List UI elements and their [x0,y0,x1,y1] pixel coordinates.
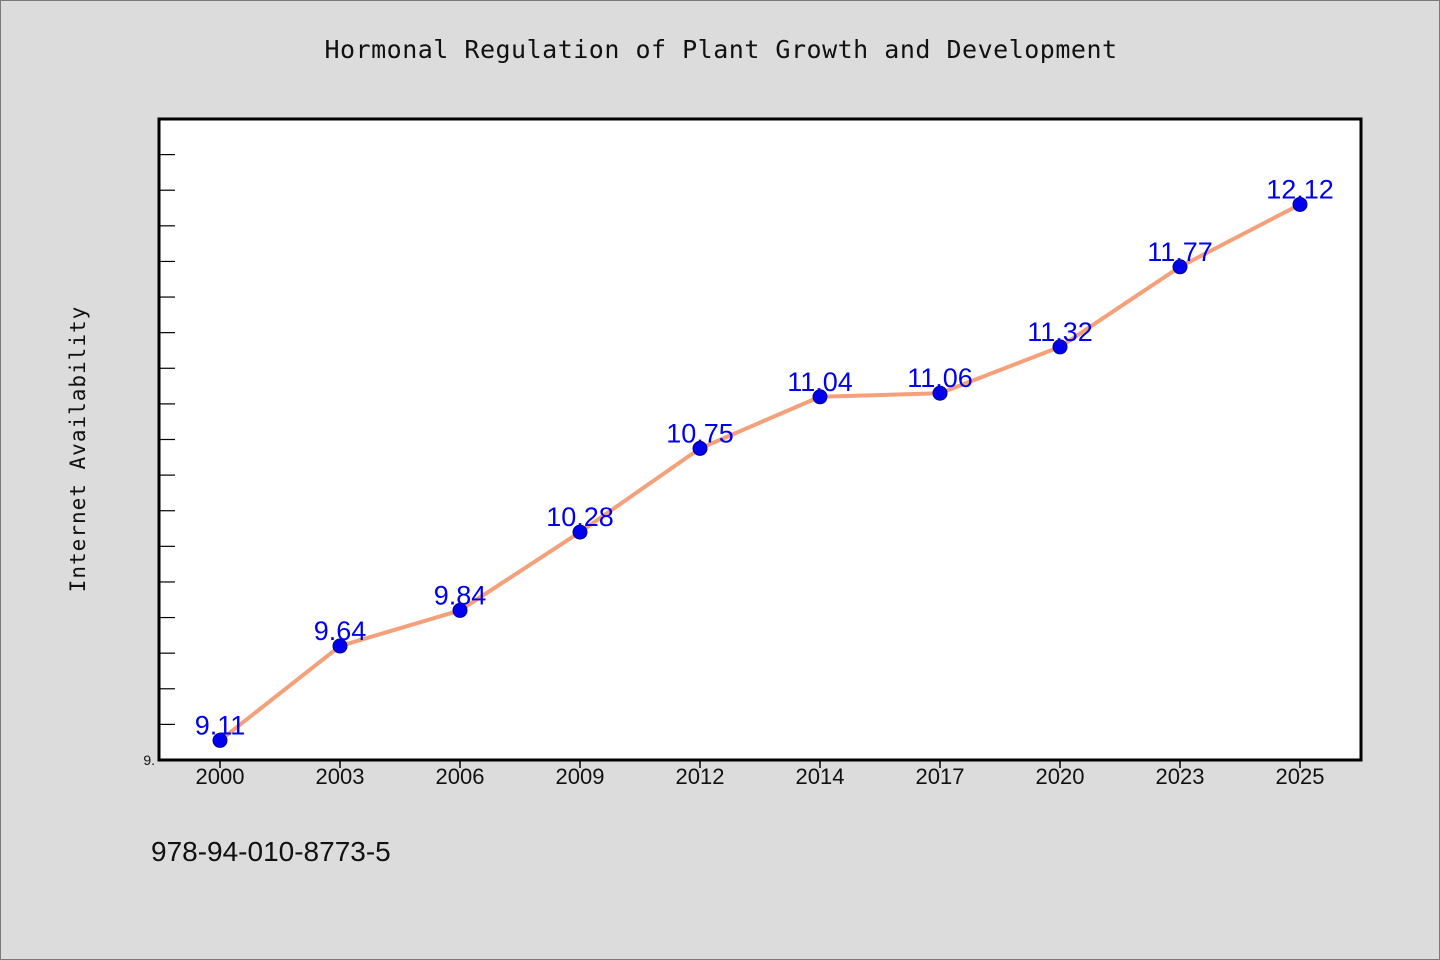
x-axis-ticks: 2000 2003 2006 2009 2012 2014 2017 2020 2023 2025 [196,760,1325,789]
x-tick-label: 2000 [196,764,245,789]
data-label: 12.12 [1266,174,1334,204]
data-label: 9.84 [434,580,487,610]
x-tick-label: 2009 [556,764,605,789]
x-tick-label: 2023 [1156,764,1205,789]
data-label: 10.28 [546,502,614,532]
x-tick-label: 2017 [916,764,965,789]
data-point [1292,196,1308,212]
x-tick-label: 2014 [796,764,845,789]
data-label: 11.77 [1147,237,1213,267]
series-group [212,196,1308,748]
data-label: 9.64 [314,616,367,646]
chart-title: Hormonal Regulation of Plant Growth and … [324,35,1118,64]
data-point [212,732,228,748]
data-point [332,638,348,654]
plot-area [157,117,1363,762]
data-label: 10.75 [666,418,734,448]
x-tick-label: 2003 [316,764,365,789]
data-labels: 9.11 9.64 9.84 10.28 10.75 11.04 11.06 11.32 11.… [195,174,1334,740]
data-point [692,440,708,456]
data-point [1172,259,1188,275]
y-axis-ticks: 9. [143,154,175,768]
data-label: 11.04 [787,367,853,397]
x-tick-label: 2025 [1276,764,1325,789]
data-point [932,385,948,401]
x-tick-label: 2006 [436,764,485,789]
y-tick-label: 9. [143,752,155,768]
series-line [218,202,1301,742]
x-tick-label: 2012 [676,764,725,789]
data-label: 9.11 [195,710,246,740]
data-label: 11.32 [1027,317,1093,347]
data-point [812,389,828,405]
data-point [452,602,468,618]
isbn-text: 978-94-010-8773-5 [151,836,391,867]
x-tick-label: 2020 [1036,764,1085,789]
data-point [572,524,588,540]
data-label: 11.06 [907,363,973,393]
data-point [1052,339,1068,355]
